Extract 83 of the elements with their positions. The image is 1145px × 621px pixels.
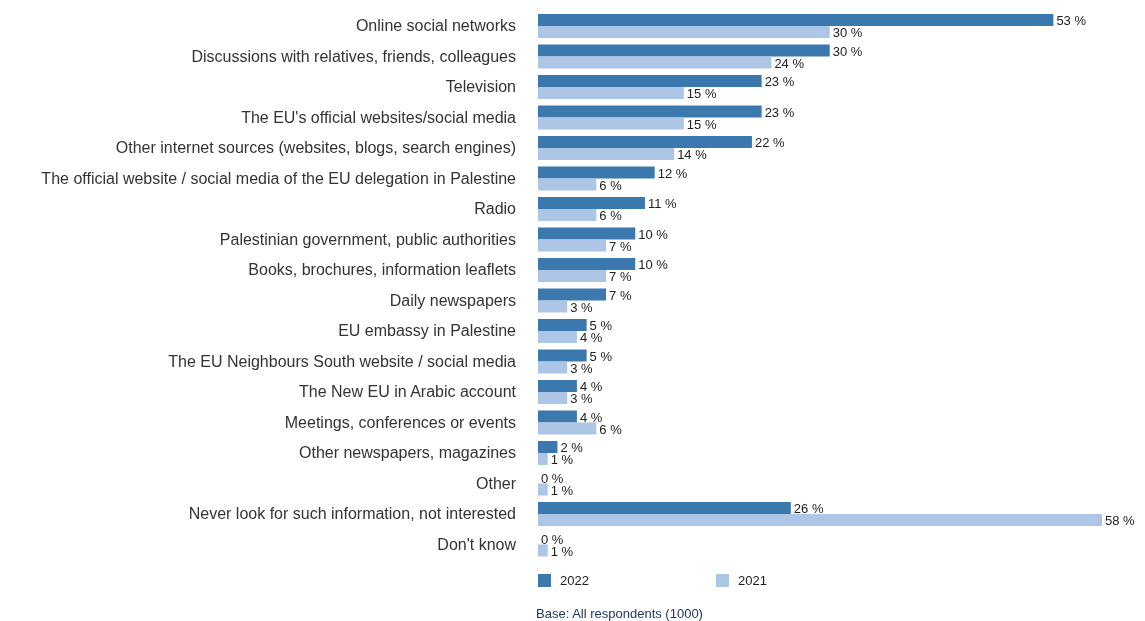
bar — [538, 117, 684, 130]
data-label: 14 % — [677, 147, 708, 162]
data-label: 1 % — [550, 452, 574, 467]
y-tick-label: Don't know — [437, 535, 517, 553]
data-label: 11 % — [647, 196, 678, 211]
bar — [538, 148, 675, 160]
y-tick-label: Online social networks — [355, 17, 516, 35]
bar — [538, 544, 548, 557]
y-tick-label: Books, brochures, information leaflets — [248, 261, 516, 279]
bar — [538, 14, 1054, 26]
data-label: 23 % — [764, 74, 795, 89]
data-label: 4 % — [579, 330, 603, 345]
y-tick-label: Daily newspapers — [389, 291, 516, 309]
bar — [538, 56, 772, 69]
data-label: 24 % — [774, 55, 805, 71]
y-tick-label: The New EU in Arabic account — [299, 383, 517, 401]
bar — [538, 166, 655, 179]
bar — [538, 178, 597, 191]
data-label: 15 % — [686, 86, 717, 101]
data-label: 58 % — [1105, 513, 1136, 528]
y-tick-label: The EU Neighbours South website / social media — [168, 352, 517, 370]
data-label: 6 % — [599, 208, 623, 223]
y-tick-label: Other — [475, 474, 517, 492]
bar — [538, 453, 548, 465]
bar — [538, 26, 830, 38]
bar — [538, 75, 762, 87]
legend-label: 2021 — [738, 573, 767, 588]
data-label: 10 % — [638, 226, 669, 242]
bar — [538, 87, 684, 99]
data-label: 7 % — [609, 287, 632, 303]
legend-label: 2022 — [560, 573, 589, 588]
bar — [538, 361, 568, 374]
bar — [538, 270, 607, 282]
bar — [538, 483, 548, 496]
bar — [538, 239, 607, 252]
data-label: 5 % — [589, 318, 613, 333]
bar — [538, 105, 762, 118]
data-label: 10 % — [638, 257, 669, 272]
y-tick-label: Never look for such information, not interested — [188, 505, 516, 523]
bar — [538, 209, 597, 221]
y-tick-label: Other internet sources (websites, blogs, search engines) — [115, 139, 516, 157]
data-label: 26 % — [793, 501, 824, 516]
data-label: 2 % — [560, 440, 584, 455]
data-label: 4 % — [579, 379, 603, 394]
data-label: 7 % — [609, 269, 632, 284]
data-label: 53 % — [1056, 13, 1087, 28]
y-tick-label: The EU's official websites/social media — [241, 108, 517, 126]
bar — [538, 349, 587, 362]
bar — [538, 300, 568, 313]
bar — [538, 422, 597, 435]
data-label: 30 % — [832, 43, 863, 59]
bar — [538, 197, 645, 209]
bar — [538, 380, 577, 392]
bar — [538, 502, 791, 514]
y-tick-label: Television — [445, 78, 516, 96]
bar — [538, 331, 577, 343]
bar — [538, 227, 636, 240]
y-tick-label: Radio — [474, 200, 517, 218]
bar — [538, 514, 1102, 526]
data-label: 22 % — [754, 135, 785, 150]
data-label: 7 % — [609, 238, 632, 254]
y-tick-label: Palestinian government, public authorities — [219, 230, 516, 248]
y-tick-label: Other newspapers, magazines — [299, 444, 516, 462]
bar — [538, 392, 568, 404]
bar — [538, 258, 636, 270]
bar — [538, 44, 830, 57]
y-tick-label: Meetings, conferences or events — [284, 413, 516, 431]
bar — [538, 410, 577, 423]
data-label: 3 % — [570, 299, 594, 315]
y-tick-label: EU embassy in Palestine — [338, 322, 517, 340]
bar — [538, 136, 752, 148]
data-label: 3 % — [570, 391, 594, 406]
bar — [538, 288, 607, 301]
data-label: 23 % — [764, 104, 795, 120]
bar — [538, 319, 587, 331]
text: Base: All respondents (1000) — [536, 606, 703, 621]
data-label: 30 % — [832, 25, 863, 40]
data-label: 15 % — [686, 116, 717, 132]
y-tick-label: Discussions with relatives, friends, colleagues — [191, 47, 516, 65]
data-label: 12 % — [657, 165, 688, 181]
bar — [538, 441, 558, 453]
data-label: 6 % — [599, 177, 623, 193]
y-tick-label: The official website / social media of the EU delegation in Palestine — [41, 169, 517, 187]
